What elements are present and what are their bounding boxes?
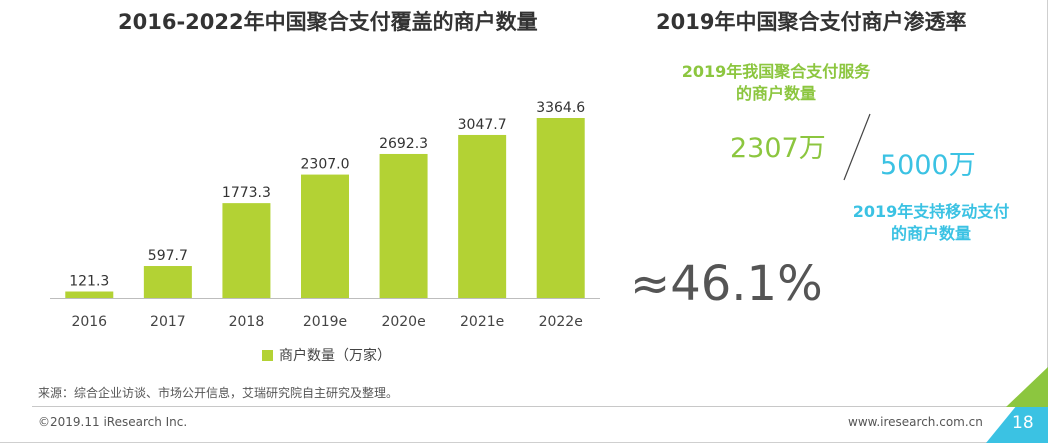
- chart-legend: 商户数量（万家）: [262, 345, 391, 365]
- source-note: 来源：综合企业访谈、市场公开信息，艾瑞研究院自主研究及整理。: [38, 386, 399, 400]
- divider-slash: [843, 113, 871, 181]
- category-label-2018: 2018: [229, 314, 265, 330]
- chart-title: 2016-2022年中国聚合支付覆盖的商户数量: [118, 10, 538, 34]
- category-label-2020e: 2020e: [381, 314, 425, 330]
- bar-2017: [143, 266, 192, 298]
- bar-2018: [222, 203, 271, 298]
- bar-2021e: [458, 134, 507, 298]
- category-label-2016: 2016: [71, 314, 107, 330]
- value-label-2017: 597.7: [148, 248, 188, 264]
- penetration-title: 2019年中国聚合支付商户渗透率: [656, 10, 967, 34]
- value-label-2022e: 3364.6: [536, 100, 585, 116]
- website-link[interactable]: www.iresearch.com.cn: [848, 415, 983, 429]
- support-label-line2: 的商户数量: [890, 224, 971, 243]
- legend-swatch: [262, 349, 273, 361]
- value-label-2016: 121.3: [69, 274, 109, 290]
- bar-2019e: [301, 174, 349, 298]
- page-number: 18: [1012, 413, 1034, 433]
- category-label-2022e: 2022e: [539, 314, 583, 330]
- value-label-2019e: 2307.0: [301, 157, 350, 173]
- category-label-2019e: 2019e: [303, 314, 347, 330]
- pay-label-line2: 的商户数量: [735, 84, 816, 103]
- copyright: ©2019.11 iResearch Inc.: [38, 415, 188, 429]
- penetration-ratio: ≈46.1%: [630, 256, 823, 312]
- pay-merchant-value: 2307万: [730, 133, 826, 164]
- value-label-2018: 1773.3: [222, 185, 271, 201]
- bar-2016: [65, 291, 114, 298]
- corner-decoration: [986, 367, 1048, 443]
- support-merchant-label: 2019年支持移动支付 的商户数量: [826, 201, 1036, 245]
- pay-label-line1: 2019年我国聚合支付服务: [681, 62, 871, 81]
- support-label-line1: 2019年支持移动支付: [852, 202, 1010, 221]
- category-label-2017: 2017: [150, 314, 186, 330]
- bar-2020e: [379, 153, 428, 298]
- value-label-2020e: 2692.3: [379, 136, 428, 152]
- support-merchant-value: 5000万: [880, 150, 976, 181]
- footer-divider: [32, 406, 1032, 407]
- value-label-2021e: 3047.7: [458, 117, 507, 133]
- pay-merchant-label: 2019年我国聚合支付服务 的商户数量: [660, 61, 892, 105]
- legend-label: 商户数量（万家）: [279, 348, 391, 364]
- category-label-2021e: 2021e: [460, 314, 504, 330]
- merchant-bar-chart: 121.3 2016 597.7 2017 1773.3 2018 2307.0 2019e 2…: [50, 100, 600, 330]
- bar-2022e: [536, 118, 585, 298]
